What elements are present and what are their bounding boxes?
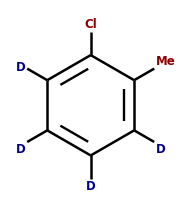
Text: D: D bbox=[86, 180, 96, 193]
Text: Me: Me bbox=[156, 55, 176, 68]
Text: D: D bbox=[15, 143, 25, 156]
Text: D: D bbox=[156, 143, 166, 156]
Text: Cl: Cl bbox=[84, 18, 97, 31]
Text: D: D bbox=[15, 61, 25, 74]
